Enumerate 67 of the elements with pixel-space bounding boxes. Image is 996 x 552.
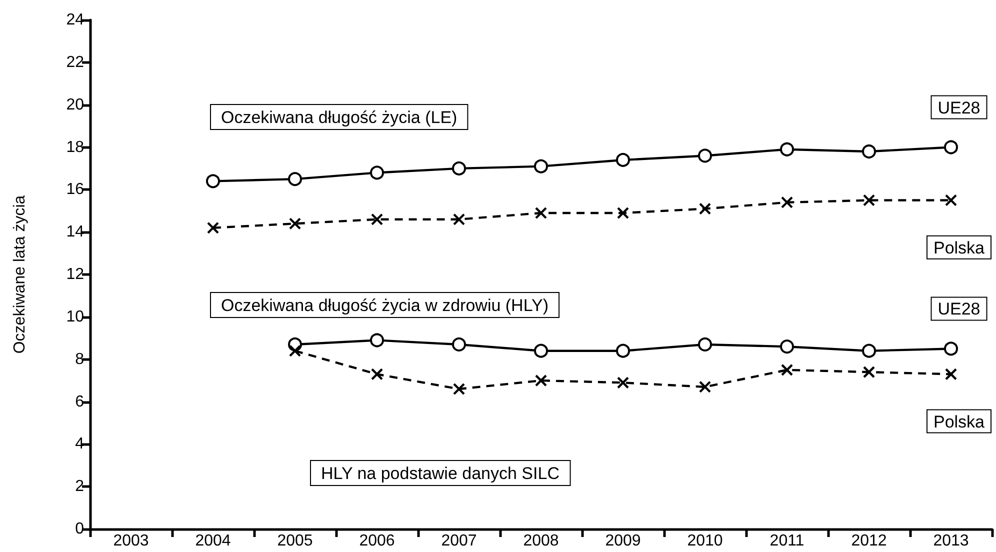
y-tick-label: 22 bbox=[66, 54, 84, 71]
y-tick-label: 18 bbox=[66, 138, 84, 156]
point bbox=[862, 144, 876, 158]
y-tick-label: 16 bbox=[66, 181, 84, 198]
point bbox=[616, 152, 630, 167]
y-axis-title: Oczekiwane lata życia bbox=[12, 195, 28, 354]
point bbox=[452, 337, 466, 352]
point bbox=[944, 194, 958, 206]
point bbox=[288, 172, 302, 186]
point bbox=[780, 196, 794, 208]
point bbox=[534, 159, 548, 174]
y-tick-label: 2 bbox=[75, 478, 84, 496]
point bbox=[452, 161, 466, 176]
y-tick-label: 20 bbox=[66, 96, 84, 114]
x-tick-label: 2011 bbox=[770, 532, 804, 550]
series-label: UE28 bbox=[938, 98, 980, 118]
y-tick-label: 4 bbox=[75, 436, 84, 453]
point bbox=[862, 366, 876, 378]
point bbox=[780, 364, 794, 376]
x-tick-label: 2007 bbox=[441, 532, 477, 550]
point bbox=[780, 142, 794, 156]
point bbox=[452, 213, 466, 226]
x-tick-label: 2008 bbox=[523, 532, 559, 550]
annotation: Oczekiwana długość życia (LE) bbox=[221, 108, 458, 127]
y-tick-label: 24 bbox=[66, 12, 84, 28]
point bbox=[862, 194, 876, 206]
x-tick-label: 2009 bbox=[605, 532, 641, 550]
point bbox=[288, 218, 302, 230]
y-tick-label: 14 bbox=[66, 224, 84, 241]
point bbox=[370, 166, 384, 180]
point bbox=[862, 344, 876, 358]
point bbox=[370, 213, 384, 226]
point bbox=[452, 382, 466, 396]
point bbox=[780, 340, 794, 354]
point bbox=[698, 148, 712, 163]
annotation: Oczekiwana długość życia w zdrowiu (HLY) bbox=[221, 296, 549, 315]
point bbox=[206, 222, 220, 234]
y-tick-label: 12 bbox=[66, 266, 84, 283]
point bbox=[534, 206, 548, 220]
x-tick-label: 2004 bbox=[195, 532, 231, 550]
point bbox=[370, 333, 384, 348]
text: Polska bbox=[933, 238, 986, 258]
point bbox=[616, 344, 630, 358]
point bbox=[534, 374, 548, 387]
point bbox=[206, 174, 220, 188]
point bbox=[616, 376, 630, 389]
point bbox=[698, 337, 712, 352]
point bbox=[370, 368, 384, 380]
series-label: UE28 bbox=[938, 300, 980, 319]
x-tick-label: 2003 bbox=[113, 532, 149, 550]
point bbox=[616, 206, 630, 220]
x-tick-label: 2013 bbox=[933, 532, 969, 550]
annotation: HLY na podstawie danych SILC bbox=[321, 464, 560, 483]
x-tick-label: 2010 bbox=[687, 532, 723, 550]
text: Polska bbox=[933, 412, 986, 432]
point bbox=[534, 344, 548, 358]
point bbox=[698, 202, 712, 215]
point bbox=[944, 342, 958, 356]
x-tick-label: 2006 bbox=[359, 532, 395, 550]
y-tick-label: 10 bbox=[66, 308, 84, 326]
point bbox=[698, 380, 712, 394]
point bbox=[944, 140, 958, 154]
point bbox=[288, 344, 302, 357]
x-tick-label: 2005 bbox=[277, 532, 313, 550]
y-tick-label: 8 bbox=[75, 350, 84, 368]
point bbox=[944, 368, 958, 380]
x-tick-label: 2012 bbox=[851, 532, 887, 550]
